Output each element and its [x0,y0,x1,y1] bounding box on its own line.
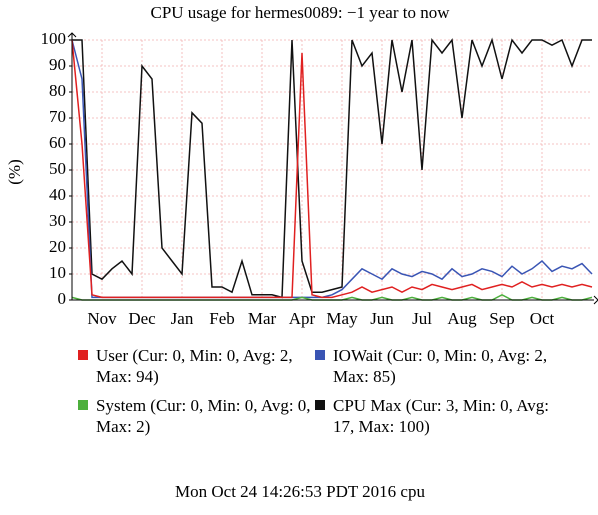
x-tick-label: Sep [489,309,515,328]
legend-entry: CPU Max (Cur: 3, Min: 0, Avg: 17, Max: 1… [315,395,553,437]
legend-entry: System (Cur: 0, Min: 0, Avg: 0, Max: 2) [78,395,316,437]
legend-label: IOWait (Cur: 0, Min: 0, Avg: 2, Max: 85) [333,346,548,386]
y-tick-label: 50 [49,159,66,178]
x-tick-label: Nov [87,309,117,328]
x-tick-label: Jan [171,309,194,328]
y-axis-arrow [67,32,77,38]
x-tick-label: Mar [248,309,277,328]
x-tick-label: Feb [209,309,235,328]
x-tick-label: Jul [412,309,432,328]
legend-swatch [78,400,88,410]
footer: Mon Oct 24 14:26:53 PDT 2016 cpu [175,482,425,501]
x-tick-label: Oct [530,309,555,328]
legend-label: User (Cur: 0, Min: 0, Avg: 2, Max: 94) [96,346,293,386]
series-line [72,37,592,299]
y-tick-label: 70 [49,107,66,126]
legend-label: System (Cur: 0, Min: 0, Avg: 0, Max: 2) [96,396,311,436]
y-tick-label: 30 [49,211,66,230]
y-tick-label: 100 [41,29,67,48]
y-tick-label: 10 [49,263,66,282]
legend-swatch [315,350,325,360]
y-tick-label: 60 [49,133,66,152]
x-tick-label: Apr [289,309,316,328]
legend-swatch [315,400,325,410]
y-tick-label: 40 [49,185,66,204]
x-tick-label: Aug [447,309,477,328]
legend-swatch [78,350,88,360]
series-line [71,39,593,299]
y-tick-label: 80 [49,81,66,100]
x-axis-arrow [593,295,598,305]
series-line [71,39,593,299]
chart-title: CPU usage for hermes0089: −1 year to now [150,3,450,22]
x-tick-label: May [326,309,358,328]
y-tick-label: 20 [49,237,66,256]
legend-entry: IOWait (Cur: 0, Min: 0, Avg: 2, Max: 85) [315,345,553,387]
legend-label: CPU Max (Cur: 3, Min: 0, Avg: 17, Max: 1… [333,396,549,436]
x-tick-label: Jun [370,309,394,328]
x-tick-label: Dec [128,309,156,328]
y-tick-label: 90 [49,55,66,74]
y-axis-label: (%) [5,159,24,184]
legend-entry: User (Cur: 0, Min: 0, Avg: 2, Max: 94) [78,345,316,387]
y-tick-label: 0 [58,289,67,308]
